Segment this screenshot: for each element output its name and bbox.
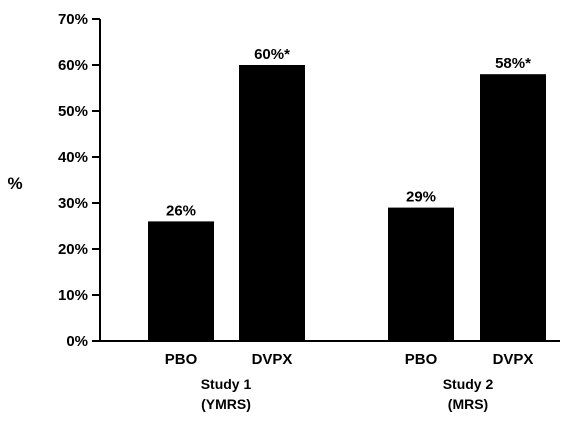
y-axis-label: % <box>7 174 22 193</box>
category-label: DVPX <box>252 351 293 368</box>
y-axis-ticks: 0% 10% 20% 30% 40% 50% 60% 70% <box>58 11 100 350</box>
data-label: 26% <box>166 202 196 219</box>
category-label: DVPX <box>493 351 534 368</box>
group-label-line1: Study 2 <box>443 376 494 392</box>
y-tick-label: 60% <box>58 57 88 74</box>
y-tick-label: 20% <box>58 241 88 258</box>
data-labels: 26% 60%* 29% 58%* <box>166 46 531 219</box>
bar-pbo-study1 <box>148 221 214 341</box>
bars <box>148 65 546 341</box>
y-tick-label: 30% <box>58 195 88 212</box>
category-label: PBO <box>165 351 198 368</box>
data-label: 29% <box>406 189 436 206</box>
group-label-line2: (YMRS) <box>201 396 251 412</box>
group-label-line2: (MRS) <box>448 396 488 412</box>
bar-pbo-study2 <box>388 207 454 341</box>
data-label: 60%* <box>254 46 290 63</box>
category-labels: PBO DVPX PBO DVPX <box>165 351 534 368</box>
y-tick-label: 50% <box>58 103 88 120</box>
y-tick-label: 40% <box>58 149 88 166</box>
y-tick-label: 0% <box>66 333 88 350</box>
group-label-line1: Study 1 <box>201 376 252 392</box>
bar-dvpx-study2 <box>480 74 546 341</box>
category-label: PBO <box>405 351 438 368</box>
y-tick-label: 70% <box>58 11 88 28</box>
y-tick-label: 10% <box>58 287 88 304</box>
bar-dvpx-study1 <box>239 65 305 341</box>
data-label: 58%* <box>495 55 531 72</box>
group-labels: Study 1 (YMRS) Study 2 (MRS) <box>201 376 494 412</box>
